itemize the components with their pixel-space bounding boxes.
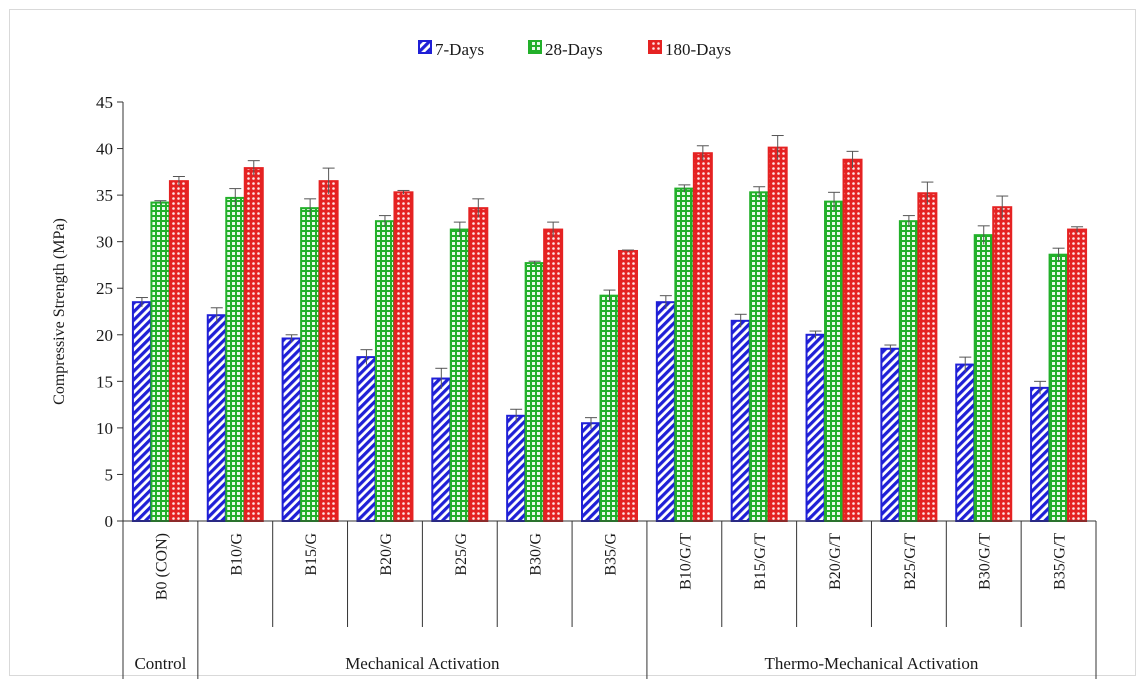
bar-180-days [692, 152, 713, 522]
bar-180-days [767, 146, 788, 522]
category-label: B35/G/T [1052, 533, 1069, 590]
chart-container: 7-Days 28-Days 180-Days 0 5 10 15 20 25 30 35 40 45… [9, 9, 1136, 679]
y-tick-label: 40 [96, 140, 113, 159]
category-label: B10/G [228, 533, 245, 576]
bar-28-days [824, 200, 845, 523]
bar-7-days [955, 363, 976, 522]
bar-180-days [393, 191, 414, 522]
category-label: B0 (CON) [153, 533, 170, 600]
bar-7-days [581, 422, 601, 523]
group-label: Control [134, 654, 186, 673]
bar-28-days [898, 220, 919, 522]
bar-180-days [1067, 228, 1088, 522]
category-label: B35/G [603, 533, 620, 576]
y-tick-label: 30 [96, 233, 113, 252]
y-tick-label: 10 [96, 419, 113, 438]
legend-label: 180-Days [665, 40, 731, 59]
bar-7-days [655, 301, 676, 523]
legend-swatch [648, 40, 662, 54]
bar-28-days [449, 228, 470, 522]
bar-180-days [917, 192, 938, 522]
y-tick-label: 45 [96, 93, 113, 112]
y-axis: 0 5 10 15 20 25 30 35 40 45 [96, 93, 124, 531]
bars [131, 135, 1088, 523]
bar-7-days [506, 414, 527, 523]
category-label: B10/G/T [677, 533, 694, 590]
bar-180-days [992, 206, 1013, 523]
bar-28-days [599, 294, 620, 522]
category-label: B20/G [378, 533, 395, 576]
bar-7-days [1030, 386, 1051, 522]
bar-7-days [206, 314, 227, 523]
bar-28-days [300, 207, 321, 522]
bar-28-days [374, 220, 395, 522]
category-label: B30/G/T [977, 533, 994, 590]
bar-28-days [674, 187, 695, 523]
bar-180-days [168, 180, 189, 522]
legend-label: 7-Days [435, 40, 484, 59]
y-tick-label: 15 [96, 372, 113, 391]
y-tick-label: 25 [96, 279, 113, 298]
category-label: B15/G/T [752, 533, 769, 590]
bar-180-days [243, 167, 264, 522]
bar-180-days [618, 249, 638, 522]
category-label: B30/G [528, 533, 545, 576]
bar-7-days [730, 319, 751, 522]
group-label: Thermo-Mechanical Activation [765, 654, 979, 673]
bar-28-days [973, 234, 994, 522]
legend-swatch [528, 40, 542, 54]
y-tick-label: 0 [105, 512, 114, 531]
group-label: Mechanical Activation [345, 654, 500, 673]
bar-7-days [281, 337, 302, 522]
y-axis-title: Compressive Strength (MPa) [51, 218, 68, 405]
category-label: B25/G [453, 533, 470, 576]
bar-7-days [356, 356, 377, 522]
y-tick-label: 35 [96, 186, 113, 205]
category-label: B20/G/T [827, 533, 844, 590]
bar-180-days [543, 228, 564, 522]
legend-label: 28-Days [545, 40, 603, 59]
x-axis: B0 (CON) B10/G B15/G B20/G B25/G B30/G B35/G B1… [122, 520, 1097, 679]
bar-7-days [880, 347, 901, 522]
category-label: B25/G/T [902, 533, 919, 590]
bar-28-days [1048, 253, 1069, 523]
legend-swatch [418, 40, 432, 54]
bar-7-days [131, 301, 152, 523]
category-label: B15/G [303, 533, 320, 576]
y-tick-label: 20 [96, 326, 113, 345]
bar-28-days [749, 191, 770, 522]
bar-28-days [150, 201, 171, 522]
y-tick-label: 5 [105, 465, 114, 484]
bar-28-days [225, 196, 246, 522]
bar-180-days [842, 158, 863, 522]
bar-28-days [524, 262, 545, 522]
bar-7-days [431, 377, 452, 523]
bar-180-days [468, 207, 489, 522]
bar-180-days [318, 180, 339, 522]
bar-7-days [805, 333, 826, 522]
legend: 7-Days 28-Days 180-Days [418, 40, 731, 59]
